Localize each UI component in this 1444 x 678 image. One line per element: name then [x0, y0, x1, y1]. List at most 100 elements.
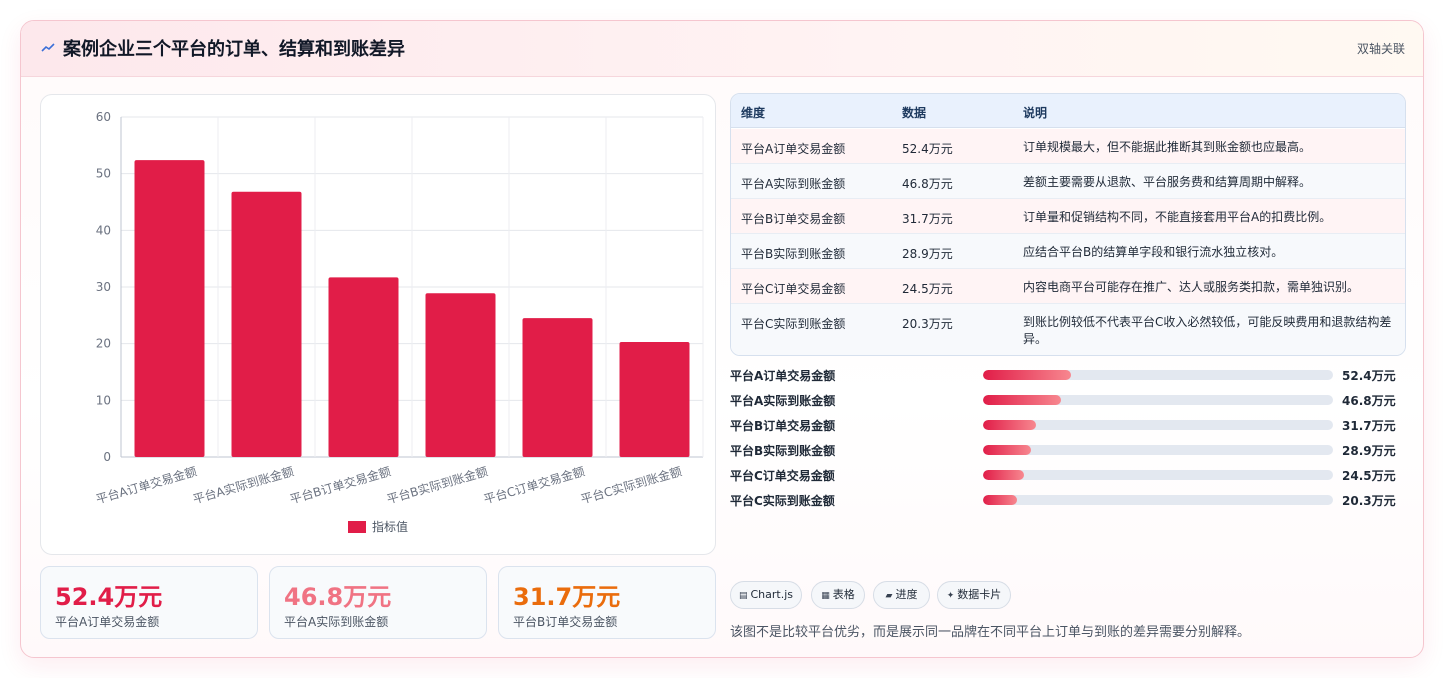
table-cell: 平台B订单交易金额 — [741, 212, 846, 226]
progress-value: 52.4万元 — [1342, 369, 1396, 383]
progress-track — [983, 420, 1333, 430]
x-tick-label: 平台C实际到账金额 — [579, 463, 683, 506]
progress-row: 平台A实际到账金额 46.8万元 — [730, 389, 1406, 409]
y-tick-label: 40 — [96, 223, 111, 237]
table-row: 平台B订单交易金额 31.7万元 订单量和促销结构不同，不能直接套用平台A的扣费… — [731, 199, 1405, 234]
progress-value: 28.9万元 — [1342, 444, 1396, 458]
x-tick-label: 平台A实际到账金额 — [191, 463, 295, 506]
y-tick-label: 50 — [96, 167, 111, 181]
tag-label: 数据卡片 — [957, 588, 1002, 601]
progress-fill — [983, 470, 1024, 480]
footnote: 该图不是比较平台优劣，而是展示同一品牌在不同平台上订单与到账的差异需要分别解释。 — [730, 625, 1251, 640]
y-tick-label: 10 — [96, 393, 111, 407]
progress-fill — [983, 370, 1071, 380]
progress-track — [983, 445, 1333, 455]
tag-label: Chart.js — [750, 588, 794, 601]
table-cell: 平台C实际到账金额 — [741, 317, 846, 331]
table-cell: 应结合平台B的结算单字段和银行流水独立核对。 — [1023, 245, 1284, 259]
table-cell: 31.7万元 — [902, 212, 953, 226]
table-cell: 46.8万元 — [902, 177, 953, 191]
bar-chart-svg: 0 10 20 30 40 50 60 平台A订单交易金额平台A实际到账金额平台B订单交易金额… — [94, 110, 704, 534]
table-row: 平台A实际到账金额 46.8万元 差额主要需要从退款、平台服务费和结算周期中解释… — [731, 164, 1405, 199]
table-cell: 内容电商平台可能存在推广、达人或服务类扣款，需单独识别。 — [1023, 280, 1360, 294]
progress-label: 平台A订单交易金额 — [730, 369, 836, 383]
column-header: 数据 — [902, 106, 927, 120]
progress-label: 平台B实际到账金额 — [730, 444, 836, 458]
progress-label: 平台A实际到账金额 — [730, 394, 836, 408]
x-tick-label: 平台A订单交易金额 — [94, 463, 198, 506]
main-card: 案例企业三个平台的订单、结算和到账差异 双轴关联 0 10 20 30 40 50 60 平台… — [20, 20, 1424, 658]
data-table: 维度 数据 说明 平台A订单交易金额 52.4万元 订单规模最大，但不能据此推断… — [730, 93, 1406, 356]
stat-card: 46.8万元 平台A实际到账金额 — [269, 566, 487, 639]
y-tick-label: 30 — [96, 280, 111, 294]
table-cell: 差额主要需要从退款、平台服务费和结算周期中解释。 — [1023, 175, 1312, 189]
column-header: 维度 — [741, 106, 766, 120]
stat-label: 平台A实际到账金额 — [284, 615, 389, 629]
progress-track — [983, 395, 1333, 405]
table-cell: 订单量和促销结构不同，不能直接套用平台A的扣费比例。 — [1023, 210, 1332, 224]
stat-value: 31.7万元 — [513, 583, 621, 611]
table-cell: 20.3万元 — [902, 317, 953, 331]
progress-value: 31.7万元 — [1342, 419, 1396, 433]
progress-row: 平台C订单交易金额 24.5万元 — [730, 464, 1406, 484]
tag-label: 进度 — [895, 588, 918, 601]
progress-row: 平台B实际到账金额 28.9万元 — [730, 439, 1406, 459]
chart-icon: ▤ — [738, 591, 748, 601]
table-cell: 28.9万元 — [902, 247, 953, 261]
progress-icon: ▰ — [885, 591, 893, 601]
bar — [619, 341, 690, 457]
bar — [328, 277, 399, 457]
bar — [134, 160, 205, 458]
stat-label: 平台B订单交易金额 — [513, 615, 618, 629]
progress-fill — [983, 445, 1032, 455]
tag-data-card[interactable]: ✦ 数据卡片 — [937, 581, 1011, 609]
table-row: 平台C订单交易金额 24.5万元 内容电商平台可能存在推广、达人或服务类扣款，需… — [731, 269, 1405, 304]
table-cell: 平台A订单交易金额 — [741, 142, 846, 156]
table-cell: 平台B实际到账金额 — [741, 247, 846, 261]
bar-chart: 0 10 20 30 40 50 60 平台A订单交易金额 平台A实际到账金额 平台B订单交易金额… — [40, 94, 716, 555]
x-tick-label: 平台B实际到账金额 — [385, 463, 489, 506]
progress-row: 平台C实际到账金额 20.3万元 — [730, 489, 1406, 509]
tag-chartjs[interactable]: ▤ Chart.js — [730, 581, 802, 609]
table-cell: 平台A实际到账金额 — [741, 177, 846, 191]
chart-line-icon — [41, 39, 55, 57]
tag-progress[interactable]: ▰ 进度 — [873, 581, 930, 609]
progress-track — [983, 470, 1333, 480]
progress-fill — [983, 495, 1017, 505]
bar — [425, 293, 496, 457]
progress-value: 20.3万元 — [1342, 494, 1396, 508]
bar — [231, 191, 302, 458]
progress-fill — [983, 395, 1062, 405]
stat-value: 46.8万元 — [284, 583, 392, 611]
x-tick-label: 平台C订单交易金额 — [482, 463, 586, 506]
progress-row: 平台A订单交易金额 52.4万元 — [730, 364, 1406, 384]
progress-label: 平台C实际到账金额 — [730, 494, 835, 508]
tag-label: 表格 — [832, 588, 855, 601]
dual-axis-link[interactable]: 双轴关联 — [1356, 42, 1405, 56]
table-cell: 到账比例较低不代表平台C收入必然较低，可能反映费用和退款结构差异。 — [1023, 315, 1392, 346]
page-title: 案例企业三个平台的订单、结算和到账差异 — [63, 39, 405, 60]
progress-label: 平台B订单交易金额 — [730, 419, 836, 433]
progress-track — [983, 370, 1333, 380]
tag-table[interactable]: ▦ 表格 — [811, 581, 865, 609]
stat-label: 平台A订单交易金额 — [55, 615, 160, 629]
legend-label: 指标值 — [372, 519, 408, 534]
y-tick-label: 20 — [96, 337, 111, 351]
x-tick-label: 平台B订单交易金额 — [288, 463, 392, 506]
progress-label: 平台C订单交易金额 — [730, 469, 835, 483]
table-row: 平台C实际到账金额 20.3万元 到账比例较低不代表平台C收入必然较低，可能反映… — [731, 304, 1405, 355]
table-cell: 订单规模最大，但不能据此推断其到账金额也应最高。 — [1023, 140, 1312, 154]
legend-swatch — [348, 521, 366, 533]
card-icon: ✦ — [946, 591, 955, 601]
stat-card: 31.7万元 平台B订单交易金额 — [498, 566, 716, 639]
y-tick-label: 0 — [103, 450, 111, 464]
progress-track — [983, 495, 1333, 505]
y-tick-label: 60 — [96, 110, 111, 124]
bar — [522, 318, 593, 457]
table-icon: ▦ — [821, 591, 830, 601]
table-row: 平台B实际到账金额 28.9万元 应结合平台B的结算单字段和银行流水独立核对。 — [731, 234, 1405, 269]
table-cell: 平台C订单交易金额 — [741, 282, 846, 296]
progress-value: 24.5万元 — [1342, 469, 1396, 483]
stat-value: 52.4万元 — [55, 583, 163, 611]
stat-card: 52.4万元 平台A订单交易金额 — [40, 566, 258, 639]
